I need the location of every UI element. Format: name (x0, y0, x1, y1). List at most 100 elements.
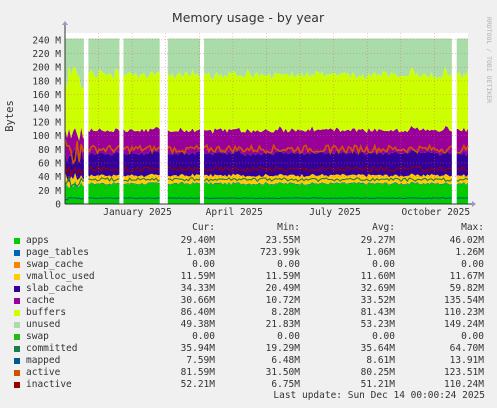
legend-value-min: 20.49M (265, 283, 300, 294)
legend-value-cur: 7.59M (186, 355, 215, 366)
legend-swatch (14, 250, 20, 256)
legend-value-min: 19.29M (265, 343, 300, 354)
legend-value-cur: 0.00 (192, 331, 215, 342)
legend-value-cur: 81.59M (180, 367, 215, 378)
legend-swatch (14, 346, 20, 352)
y-axis-ticks: 0 20 M 40 M 60 M 80 M 100 M 120 M 140 M 160 M 180… (32, 35, 61, 210)
legend-value-avg: 0.00 (372, 259, 395, 270)
legend-header-avg: Avg: (372, 222, 395, 233)
y-tick-label: 100 M (32, 131, 61, 142)
y-tick-label: 240 M (32, 35, 61, 46)
legend-value-avg: 35.64M (360, 343, 395, 354)
legend-value-min: 10.72M (265, 295, 300, 306)
axes (62, 21, 476, 207)
grid-lines (65, 33, 468, 204)
legend-row-committed: committed 35.94M 19.29M 35.64M 64.70M (0, 343, 497, 355)
legend-swatch (14, 382, 20, 388)
data-gaps (83, 33, 457, 204)
legend-value-max: 46.02M (449, 235, 484, 246)
legend-swatch (14, 238, 20, 244)
data-gap (451, 33, 457, 204)
legend-swatch (14, 322, 20, 328)
legend-swatch (14, 334, 20, 340)
legend-swatch (14, 370, 20, 376)
legend-row-mapped: mapped 7.59M 6.48M 8.61M 13.91M (0, 355, 497, 367)
legend-value-avg: 32.69M (360, 283, 395, 294)
legend-row-inactive: inactive 52.21M 6.75M 51.21M 110.24M (0, 379, 497, 391)
legend-header-cur: Cur: (192, 222, 215, 233)
legend-value-cur: 29.40M (180, 235, 215, 246)
y-tick-label: 20 M (38, 186, 61, 197)
legend-swatch (14, 298, 20, 304)
legend-value-max: 13.91M (449, 355, 484, 366)
legend-value-max: 64.70M (449, 343, 484, 354)
legend-series-name: swap (26, 331, 49, 342)
legend-value-max: 123.51M (443, 367, 484, 378)
legend-row-vmalloc-used: vmalloc_used 11.59M 11.59M 11.60M 11.67M (0, 271, 497, 283)
legend-value-avg: 0.00 (372, 331, 395, 342)
legend-value-cur: 1.03M (186, 247, 215, 258)
legend-series-name: vmalloc_used (26, 271, 95, 282)
x-tick-label: July 2025 (309, 207, 360, 218)
x-tick-label: April 2025 (206, 207, 263, 218)
rrdtool-watermark: RRDTOOL / TOBI OETIKER (485, 17, 493, 103)
legend-row-swap-cache: swap_cache 0.00 0.00 0.00 0.00 (0, 259, 497, 271)
legend-series-name: cache (26, 295, 55, 306)
legend-swatch (14, 274, 20, 280)
y-axis-label: Bytes (4, 100, 16, 132)
legend-row-apps: apps 29.40M 23.55M 29.27M 46.02M (0, 235, 497, 247)
x-tick-label: October 2025 (401, 207, 470, 218)
chart-title: Memory usage - by year (172, 10, 325, 25)
legend-value-max: 59.82M (449, 283, 484, 294)
legend-value-min: 21.83M (265, 319, 300, 330)
legend-series-name: apps (26, 235, 49, 246)
legend-value-max: 1.26M (455, 247, 484, 258)
legend-value-max: 0.00 (461, 331, 484, 342)
y-tick-label: 160 M (32, 90, 61, 101)
x-tick-label: January 2025 (103, 207, 172, 218)
y-tick-label: 220 M (32, 49, 61, 60)
legend-row-swap: swap 0.00 0.00 0.00 0.00 (0, 331, 497, 343)
memory-area-chart: Memory usage - by year Bytes RRDTOOL / T… (4, 10, 493, 218)
legend-series-name: page_tables (26, 247, 89, 258)
legend-value-avg: 8.61M (366, 355, 395, 366)
x-axis-arrow (472, 201, 476, 207)
legend-row-cache: cache 30.66M 10.72M 33.52M 135.54M (0, 295, 497, 307)
legend-value-min: 8.28M (271, 307, 300, 318)
legend-value-avg: 53.23M (360, 319, 395, 330)
legend-series-name: mapped (26, 355, 61, 366)
legend-value-max: 110.24M (443, 379, 484, 390)
legend-value-avg: 11.60M (360, 271, 395, 282)
legend-value-cur: 34.33M (180, 283, 215, 294)
legend-row-slab-cache: slab_cache 34.33M 20.49M 32.69M 59.82M (0, 283, 497, 295)
legend-value-avg: 29.27M (360, 235, 395, 246)
legend-swatch (14, 262, 20, 268)
y-tick-label: 140 M (32, 104, 61, 115)
legend-value-min: 0.00 (277, 331, 300, 342)
legend-series-name: unused (26, 319, 61, 330)
legend-header-max: Max: (461, 222, 484, 233)
legend-value-cur: 11.59M (180, 271, 215, 282)
y-tick-label: 60 M (38, 158, 61, 169)
data-gap (119, 33, 124, 204)
legend-value-avg: 81.43M (360, 307, 395, 318)
legend-series-name: buffers (26, 307, 67, 318)
legend-value-min: 6.48M (271, 355, 300, 366)
legend-value-cur: 35.94M (180, 343, 215, 354)
x-axis-ticks: January 2025 April 2025 July 2025 October 2… (103, 207, 470, 218)
legend-series-name: swap_cache (26, 259, 84, 270)
legend-row-unused: unused 49.38M 21.83M 53.23M 149.24M (0, 319, 497, 331)
legend-value-cur: 52.21M (180, 379, 215, 390)
y-tick-label: 0 (55, 200, 61, 211)
legend-header-min: Min: (277, 222, 300, 233)
legend-value-min: 6.75M (271, 379, 300, 390)
y-axis-arrow (62, 21, 68, 25)
y-tick-label: 180 M (32, 76, 61, 87)
legend-series-name: inactive (26, 379, 72, 390)
legend-value-max: 149.24M (443, 319, 484, 330)
y-tick-label: 200 M (32, 63, 61, 74)
legend-value-max: 135.54M (443, 295, 484, 306)
legend-value-cur: 0.00 (192, 259, 215, 270)
legend-value-min: 23.55M (265, 235, 300, 246)
